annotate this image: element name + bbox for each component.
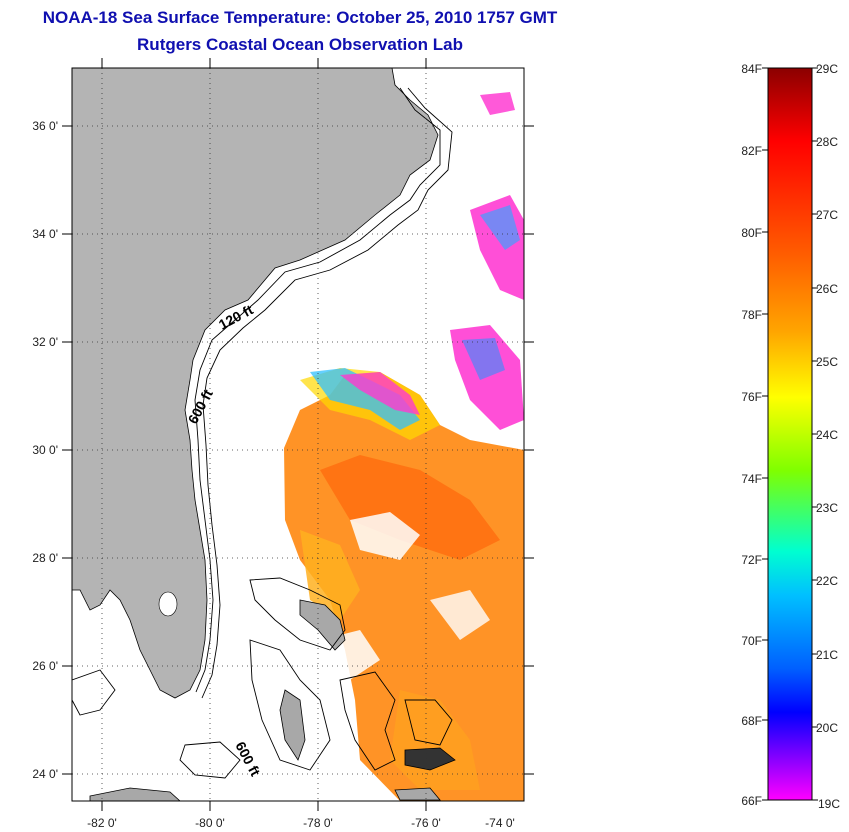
- colorbar-c-label: 29C: [816, 62, 838, 76]
- frame-ticks: [62, 58, 534, 811]
- colorbar-f-label: 76F: [741, 390, 762, 404]
- colorbar-c-label: 28C: [816, 135, 838, 149]
- lat-label: 24 0': [32, 767, 58, 781]
- colorbar-f-label: 66F: [741, 794, 762, 808]
- colorbar-f-label: 68F: [741, 714, 762, 728]
- lat-label: 30 0': [32, 443, 58, 457]
- latitude-labels: 36 0' 34 0' 32 0' 30 0' 28 0' 26 0' 24 0…: [32, 119, 58, 781]
- lat-label: 28 0': [32, 551, 58, 565]
- colorbar-f-label: 82F: [741, 144, 762, 158]
- colorbar-gradient: [767, 67, 813, 801]
- temperature-colorbar: 84F 82F 80F 78F 76F 74F 72F 70F 68F 66F …: [741, 62, 840, 811]
- lat-label: 36 0': [32, 119, 58, 133]
- colorbar-c-label: 22C: [816, 574, 838, 588]
- lat-label: 34 0': [32, 227, 58, 241]
- graticule: [72, 68, 524, 801]
- colorbar-f-label: 80F: [741, 226, 762, 240]
- lat-label: 26 0': [32, 659, 58, 673]
- colorbar-f-label: 74F: [741, 472, 762, 486]
- colorbar-f-label: 78F: [741, 308, 762, 322]
- map-title: NOAA-18 Sea Surface Temperature: October…: [42, 8, 558, 27]
- lon-label: -74 0': [485, 816, 515, 830]
- colorbar-c-label: 19C: [818, 797, 840, 811]
- bahamas-islands: [89, 599, 456, 801]
- colorbar-c-label: 26C: [816, 282, 838, 296]
- bathymetry-contours: [72, 87, 453, 779]
- colorbar-f-label: 70F: [741, 634, 762, 648]
- sst-data-layer: [284, 92, 524, 801]
- colorbar-f-label: 84F: [741, 62, 762, 76]
- longitude-labels: -82 0' -80 0' -78 0' -76 0' -74 0': [87, 816, 515, 830]
- lon-label: -80 0': [195, 816, 225, 830]
- colorbar-c-label: 25C: [816, 355, 838, 369]
- us-east-coast-land: [72, 68, 439, 699]
- lon-label: -82 0': [87, 816, 117, 830]
- colorbar-c-label: 21C: [816, 648, 838, 662]
- lon-label: -78 0': [303, 816, 333, 830]
- lat-label: 32 0': [32, 335, 58, 349]
- colorbar-c-label: 20C: [816, 721, 838, 735]
- colorbar-c-label: 24C: [816, 428, 838, 442]
- lon-label: -76 0': [411, 816, 441, 830]
- colorbar-f-label: 72F: [741, 553, 762, 567]
- colorbar-c-label: 23C: [816, 501, 838, 515]
- map-subtitle: Rutgers Coastal Ocean Observation Lab: [137, 35, 463, 54]
- colorbar-c-label: 27C: [816, 208, 838, 222]
